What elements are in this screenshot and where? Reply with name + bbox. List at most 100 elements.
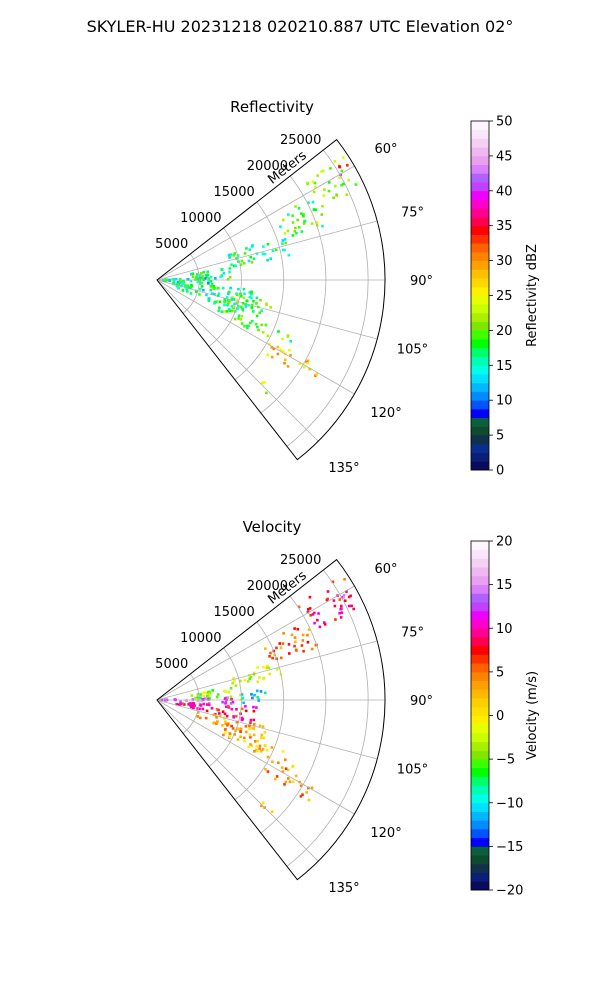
- velocity-echo-cell: [317, 612, 320, 615]
- velocity-radial-gridline: [156, 640, 378, 701]
- velocity-echo-cell: [256, 680, 260, 684]
- velocity-colorbar-segment: [471, 794, 489, 804]
- reflectivity-echo-cell: [235, 298, 239, 302]
- velocity-echo-cell: [226, 696, 230, 699]
- reflectivity-echo-cell: [333, 160, 337, 163]
- velocity-echo-cell: [286, 768, 290, 772]
- reflectivity-echo-cell: [288, 348, 291, 352]
- reflectivity-echo-cell: [312, 208, 316, 211]
- reflectivity-echo-cell: [265, 302, 268, 305]
- velocity-echo-cell: [228, 732, 232, 735]
- reflectivity-echo-cell: [210, 292, 214, 295]
- reflectivity-echo-cell: [233, 302, 236, 306]
- velocity-echo-cell: [253, 723, 256, 726]
- reflectivity-echo-cell: [215, 300, 218, 303]
- reflectivity-echo-cell: [279, 225, 282, 228]
- reflectivity-echo-cell: [255, 314, 259, 318]
- velocity-echo-cell: [291, 765, 294, 768]
- reflectivity-radial-gridline: [156, 279, 355, 395]
- velocity-echo-cell: [215, 716, 218, 719]
- reflectivity-echo-cell: [219, 275, 222, 279]
- reflectivity-range-tick-label: 15000: [213, 185, 254, 200]
- reflectivity-echo-cell: [185, 288, 189, 291]
- velocity-echo-cell: [306, 640, 310, 644]
- reflectivity-echo-cell: [195, 290, 198, 293]
- reflectivity-echo-cell: [244, 302, 248, 306]
- reflectivity-colorbar-segment: [471, 408, 489, 419]
- velocity-echo-cell: [343, 599, 347, 603]
- reflectivity-echo-cell: [232, 253, 235, 257]
- velocity-radial-gridline: [156, 699, 378, 760]
- reflectivity-echo-cell: [315, 373, 319, 376]
- velocity-echo-cell: [252, 733, 256, 737]
- velocity-echo-cell: [212, 721, 215, 725]
- velocity-colorbar-segment: [471, 541, 489, 551]
- reflectivity-echo-cell: [286, 229, 290, 233]
- reflectivity-colorbar-tick-label: 30: [496, 254, 513, 269]
- reflectivity-colorbar-segment: [471, 155, 489, 166]
- reflectivity-echo-cell: [302, 214, 305, 218]
- velocity-echo-cell: [205, 709, 209, 713]
- velocity-echo-cell: [241, 717, 244, 721]
- velocity-echo-cell: [179, 700, 182, 703]
- velocity-colorbar-segment: [471, 549, 489, 559]
- reflectivity-echo-cell: [220, 274, 224, 277]
- velocity-echo-cell: [226, 722, 230, 725]
- velocity-azimuth-tick-label: 135°: [328, 881, 359, 896]
- velocity-range-tick-label: 10000: [180, 631, 221, 646]
- reflectivity-panel: Reflectivity500010000150002000025000Mete…: [155, 98, 540, 479]
- velocity-colorbar-segment: [471, 802, 489, 812]
- velocity-echo-cell: [342, 596, 345, 599]
- velocity-echo-cell: [229, 695, 233, 699]
- reflectivity-colorbar-segment: [471, 417, 489, 427]
- velocity-echo-cell: [243, 678, 247, 682]
- reflectivity-echo-cell: [297, 207, 301, 210]
- reflectivity-echo-cell: [164, 278, 168, 281]
- reflectivity-colorbar-segment: [471, 190, 489, 200]
- reflectivity-echo-cell: [320, 213, 324, 216]
- velocity-echo-cell: [253, 750, 256, 753]
- reflectivity-colorbar-tick-label: 45: [496, 149, 513, 164]
- reflectivity-echo-cell: [250, 260, 254, 264]
- reflectivity-echo-cell: [346, 164, 349, 167]
- velocity-echo-cell: [281, 770, 285, 773]
- velocity-echo-cell: [255, 706, 258, 709]
- reflectivity-echo-cell: [193, 278, 197, 281]
- reflectivity-echo-cell: [320, 170, 323, 173]
- reflectivity-echo-cell: [245, 247, 248, 250]
- reflectivity-echo-cell: [228, 291, 231, 294]
- velocity-echo-cell: [256, 739, 259, 743]
- velocity-echo-cell: [279, 646, 283, 650]
- reflectivity-colorbar-segment: [471, 234, 489, 244]
- reflectivity-colorbar-segment: [471, 164, 489, 174]
- reflectivity-echo-cell: [276, 352, 280, 356]
- reflectivity-radial-gridline: [156, 279, 319, 442]
- reflectivity-echo-cell: [231, 309, 234, 313]
- velocity-echo-cell: [338, 611, 341, 615]
- velocity-echo-cell: [255, 689, 259, 693]
- velocity-echo-cell: [241, 696, 245, 700]
- velocity-echo-cell: [258, 724, 262, 728]
- velocity-echo-cell: [282, 632, 285, 635]
- velocity-echo-cell: [227, 690, 231, 694]
- reflectivity-echo-cell: [216, 294, 220, 297]
- reflectivity-echo-cell: [231, 297, 234, 301]
- velocity-echo-cell: [215, 722, 218, 725]
- reflectivity-echo-cell: [314, 374, 317, 378]
- velocity-echo-cell: [278, 642, 282, 645]
- velocity-echo-cell: [258, 744, 262, 748]
- reflectivity-colorbar-segment: [471, 243, 489, 253]
- velocity-colorbar-segment: [471, 645, 489, 655]
- reflectivity-echo-cell: [202, 270, 206, 274]
- velocity-echo-cell: [224, 705, 228, 709]
- velocity-echo-cell: [231, 681, 235, 685]
- velocity-echo-cell: [183, 703, 186, 706]
- reflectivity-colorbar-segment: [471, 365, 489, 375]
- velocity-colorbar-segment: [471, 602, 489, 612]
- velocity-echo-cell: [264, 767, 267, 771]
- reflectivity-echo-cell: [198, 293, 201, 296]
- velocity-echo-cell: [296, 627, 300, 631]
- velocity-echo-cell: [305, 791, 308, 794]
- velocity-echo-cell: [284, 767, 288, 770]
